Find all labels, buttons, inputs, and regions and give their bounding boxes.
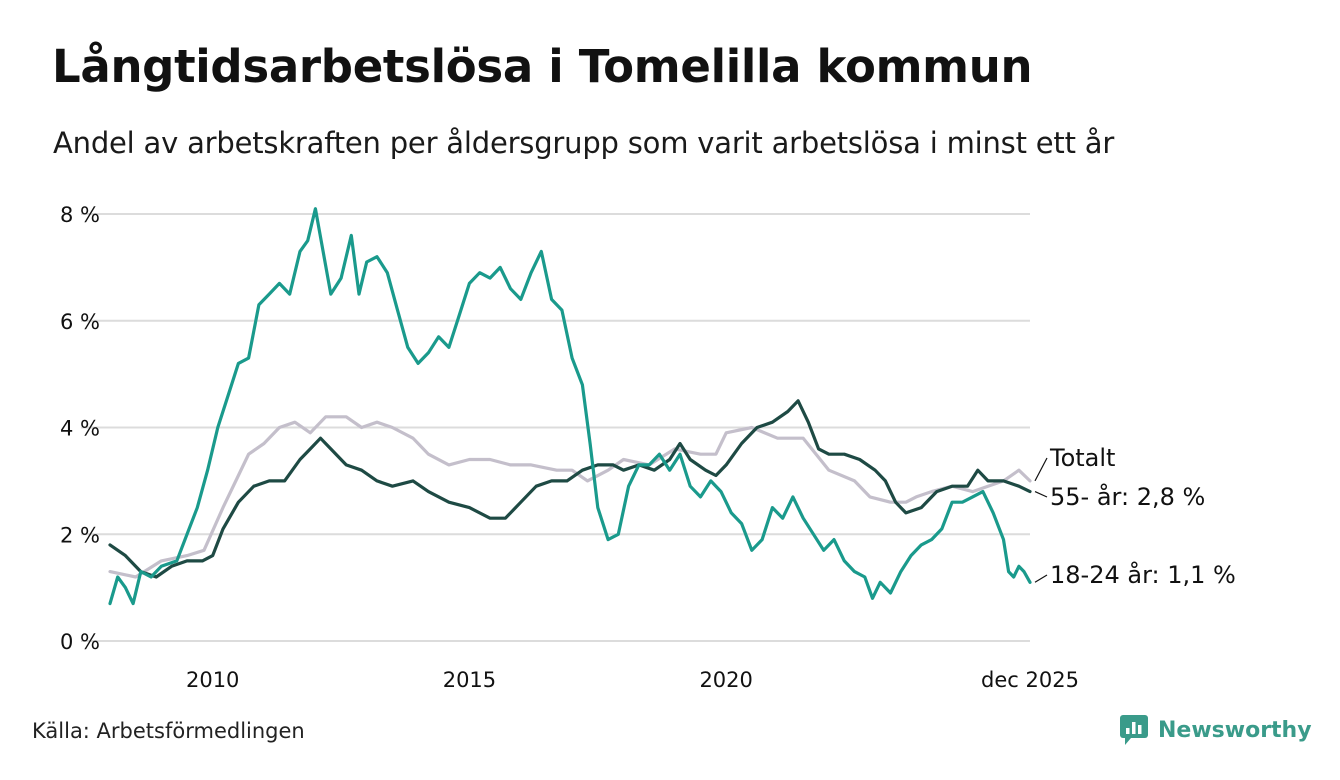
y-tick-label: 8 % [60, 203, 100, 227]
label-leader-line [1034, 574, 1048, 583]
x-tick-label: 2020 [699, 668, 752, 692]
series-line [108, 207, 1032, 606]
chart-subtitle: Andel av arbetskraften per åldersgrupp s… [53, 126, 1115, 160]
y-tick-label: 4 % [60, 417, 100, 441]
x-tick-label: 2015 [443, 668, 496, 692]
brand-name: Newsworthy [1158, 717, 1312, 743]
y-tick-label: 2 % [60, 523, 100, 547]
label-leader-line [1034, 491, 1048, 498]
chart-title: Långtidsarbetslösa i Tomelilla kommun [52, 40, 1033, 93]
y-tick-label: 6 % [60, 310, 100, 334]
label-leader-line [1034, 457, 1048, 482]
source-note: Källa: Arbetsförmedlingen [32, 719, 305, 743]
series-line [108, 415, 1032, 579]
line-chart: 0 % 2 % 4 % 6 % 8 % 2010 2015 2020 dec 2025 Total… [60, 203, 1236, 692]
newsworthy-logo-icon [1120, 715, 1148, 745]
series-end-label: 18-24 år: 1,1 % [1050, 560, 1236, 589]
x-tick-label: dec 2025 [981, 668, 1079, 692]
x-tick-label: 2010 [186, 668, 239, 692]
series-line [108, 399, 1032, 579]
series-end-label: 55- år: 2,8 % [1050, 482, 1205, 511]
series-end-label: Totalt [1049, 444, 1115, 472]
brand-logo: Newsworthy [1119, 714, 1312, 746]
y-tick-label: 0 % [60, 630, 100, 654]
